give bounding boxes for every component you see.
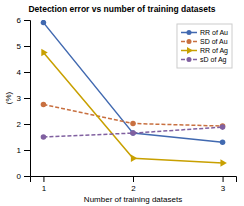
legend-marker: [187, 47, 193, 54]
series-line: [43, 53, 222, 164]
tick: 0: [17, 172, 30, 181]
tick-mark: [24, 150, 30, 151]
point: [41, 102, 47, 108]
tick: 3: [17, 94, 30, 103]
chart: 1 2 3 0 1 2 3 4 5 6 RR of Au SD of Au RR of AgsD of …: [0, 0, 244, 206]
point: [220, 124, 226, 130]
point: [130, 121, 136, 127]
x-axis: 1 2 3: [31, 176, 237, 193]
legend-item: SD of Au: [181, 38, 228, 45]
point: [131, 155, 137, 162]
tick-label: 2: [131, 184, 136, 193]
tick-label: 0: [17, 172, 22, 181]
tick: 4: [17, 68, 30, 77]
legend-label: RR of Au: [200, 29, 228, 36]
tick-label: 1: [42, 184, 47, 193]
tick-mark: [223, 176, 224, 182]
point: [220, 139, 226, 145]
tick-mark: [24, 98, 30, 99]
plot: 1 2 3 0 1 2 3 4 5 6 RR of Au SD of Au RR of AgsD of …: [17, 16, 237, 193]
legend-marker: [186, 39, 191, 44]
legend: RR of Au SD of Au RR of AgsD of Ag: [177, 24, 232, 68]
series-line: [43, 105, 222, 127]
tick-label: 6: [17, 16, 22, 25]
tick-label: 4: [17, 68, 22, 77]
axis-line: [31, 177, 237, 183]
point: [41, 20, 47, 25]
tick: 5: [17, 42, 30, 51]
tick-label: 1: [17, 146, 22, 155]
point: [41, 134, 47, 140]
tick-mark: [133, 176, 134, 182]
tick-mark: [24, 124, 30, 125]
tick: 2: [131, 176, 136, 193]
legend-item: RR of Ag: [181, 47, 228, 55]
legend-marker: [186, 30, 191, 35]
legend-label: SD of Au: [200, 38, 228, 45]
point: [220, 159, 226, 166]
tick-label: 5: [17, 42, 22, 51]
tick: 6: [17, 16, 30, 25]
tick-mark: [43, 176, 44, 182]
y-axis: 0 1 2 3 4 5 6: [17, 16, 31, 181]
axis-line: [24, 21, 31, 177]
legend-label: sD of Ag: [200, 56, 227, 64]
legend-item: RR of Au: [181, 29, 228, 36]
tick-label: 3: [17, 94, 22, 103]
tick: 3: [221, 176, 226, 193]
point: [130, 130, 136, 136]
tick-mark: [24, 46, 30, 47]
tick-label: 3: [221, 184, 226, 193]
tick-label: 2: [17, 120, 22, 129]
legend-box: [177, 24, 232, 68]
tick-mark: [24, 176, 30, 177]
tick-mark: [24, 20, 30, 21]
tick: 1: [17, 146, 30, 155]
legend-label: RR of Ag: [200, 47, 228, 55]
tick: 2: [17, 120, 30, 129]
series-line: [43, 127, 222, 137]
title: Detection error vs number of training da…: [28, 4, 215, 14]
tick: 1: [42, 176, 47, 193]
y-axis-title: (%): [4, 91, 13, 104]
tick-mark: [24, 72, 30, 73]
legend-marker: [186, 57, 191, 62]
legend-item: sD of Ag: [181, 56, 227, 64]
point: [41, 49, 47, 56]
point: [130, 130, 136, 136]
x-axis-title: Number of training datasets: [84, 195, 182, 204]
